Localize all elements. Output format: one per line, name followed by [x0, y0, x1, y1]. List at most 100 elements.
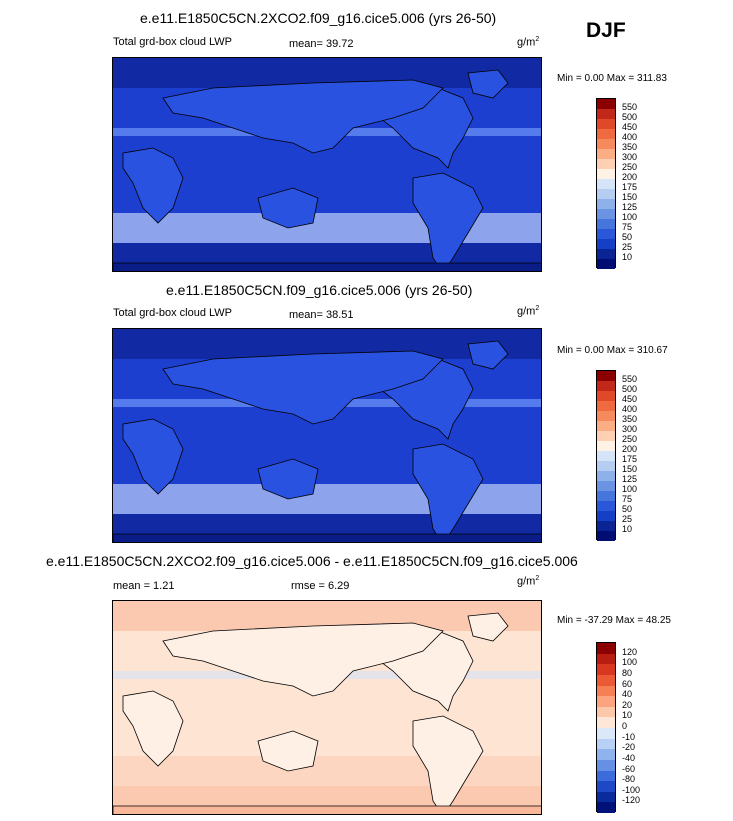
continent-outline: [467, 69, 509, 99]
panel-2-mean: mean= 38.51: [289, 309, 354, 321]
colorbar-tick-label: 150: [622, 464, 638, 474]
panel-3-title: e.e11.E1850C5CN.2XCO2.f09_g16.cice5.006 …: [46, 553, 578, 569]
colorbar-swatch: [597, 706, 615, 718]
panel-2-variable: Total grd-box cloud LWP: [113, 307, 233, 319]
colorbar-swatch: [597, 471, 615, 481]
colorbar-swatch: [597, 179, 615, 189]
panel-2-minmax: Min = 0.00 Max = 310.67: [557, 345, 668, 356]
colorbar-tick-label: 100: [622, 212, 638, 222]
panel-3-mean: mean = 1.21: [113, 580, 175, 592]
colorbar-tick-label: 125: [622, 474, 638, 484]
colorbar-swatch: [597, 401, 615, 411]
colorbar-swatch: [597, 411, 615, 421]
continent-outline: [257, 458, 319, 500]
panel-1-units: g/m2: [517, 36, 540, 49]
continent-outline: [162, 79, 444, 154]
colorbar-tick-label: 10: [622, 252, 633, 262]
colorbar-swatch: [597, 119, 615, 129]
colorbar-tick-label: 550: [622, 374, 638, 384]
continent-outline: [113, 533, 541, 542]
colorbar-swatch: [597, 791, 615, 803]
continent-outline: [122, 418, 184, 495]
colorbar-tick-label: -100: [622, 784, 641, 795]
colorbar-swatch: [597, 209, 615, 219]
panel-2-units: g/m2: [517, 305, 540, 318]
colorbar-swatch: [597, 531, 615, 541]
continent-outline: [412, 172, 484, 271]
colorbar-swatch: [597, 391, 615, 401]
colorbar-swatch: [597, 139, 615, 149]
colorbar-swatch: [597, 481, 615, 491]
continent-outline: [113, 805, 541, 814]
colorbar-swatch: [597, 169, 615, 179]
colorbar-swatch: [597, 521, 615, 531]
colorbar-tick-label: 200: [622, 444, 638, 454]
colorbar-tick-label: 400: [622, 132, 638, 142]
continent-outline: [257, 730, 319, 772]
colorbar-swatch: [597, 109, 615, 119]
colorbar-tick-label: 50: [622, 232, 633, 242]
colorbar-swatch: [597, 749, 615, 760]
colorbar-tick-label: 60: [622, 678, 633, 689]
colorbar-swatch: [597, 728, 615, 739]
panel-3-map: [112, 600, 542, 815]
colorbar-tick-label: 300: [622, 152, 638, 162]
panel-3-colorbar: [596, 642, 616, 813]
continent-outline: [162, 350, 444, 425]
panel-1-colorbar: [596, 98, 616, 269]
colorbar-tick-label: 250: [622, 162, 638, 172]
colorbar-swatch: [597, 781, 615, 792]
colorbar-swatch: [597, 802, 615, 813]
colorbar-tick-label: 75: [622, 222, 633, 232]
colorbar-tick-label: 350: [622, 414, 638, 424]
colorbar-tick-label: 100: [622, 657, 638, 668]
colorbar-tick-label: -60: [622, 763, 636, 774]
colorbar-tick-label: -120: [622, 795, 641, 806]
colorbar-tick-label: 350: [622, 142, 638, 152]
colorbar-tick-label: 20: [622, 699, 633, 710]
panel-1-variable: Total grd-box cloud LWP: [113, 36, 233, 48]
colorbar-swatch: [597, 491, 615, 501]
colorbar-swatch: [597, 189, 615, 199]
colorbar-swatch: [597, 381, 615, 391]
colorbar-swatch: [597, 451, 615, 461]
colorbar-tick-label: 125: [622, 202, 638, 212]
colorbar-swatch: [597, 249, 615, 259]
panel-1-mean: mean= 39.72: [289, 38, 354, 50]
colorbar-tick-label: 150: [622, 192, 638, 202]
colorbar-tick-label: 200: [622, 172, 638, 182]
colorbar-swatch: [597, 199, 615, 209]
colorbar-tick-label: 500: [622, 384, 638, 394]
colorbar-swatch: [597, 441, 615, 451]
colorbar-swatch: [597, 759, 615, 771]
colorbar-tick-label: 550: [622, 102, 638, 112]
colorbar-tick-label: 250: [622, 434, 638, 444]
colorbar-swatch: [597, 738, 615, 750]
continent-outline: [412, 443, 484, 542]
colorbar-tick-label: 50: [622, 504, 633, 514]
colorbar-tick-label: -80: [622, 774, 636, 785]
colorbar-swatch: [597, 129, 615, 139]
colorbar-swatch: [597, 674, 615, 686]
colorbar-swatch: [597, 431, 615, 441]
colorbar-swatch: [597, 239, 615, 249]
panel-1-map: [112, 57, 542, 272]
panel-3-minmax: Min = -37.29 Max = 48.25: [557, 615, 671, 626]
panel-1-colorbar-ticks: 550 500 450 400 350 300 250 200 175 150 125 100 75 50…: [622, 98, 662, 268]
colorbar-swatch: [597, 461, 615, 471]
colorbar-tick-label: 0: [622, 721, 628, 731]
colorbar-swatch: [597, 653, 615, 665]
panel-2-colorbar-ticks: 550 500 450 400 350 300 250 200 175 150 125 100 75 50…: [622, 370, 662, 540]
continent-outline: [113, 262, 541, 271]
colorbar-tick-label: 500: [622, 112, 638, 122]
continent-outline: [122, 147, 184, 224]
colorbar-tick-label: 100: [622, 484, 638, 494]
colorbar-swatch: [597, 511, 615, 521]
colorbar-tick-label: 10: [622, 710, 633, 721]
colorbar-tick-label: 300: [622, 424, 638, 434]
colorbar-swatch: [597, 696, 615, 707]
colorbar-tick-label: 25: [622, 514, 633, 524]
continent-outline: [257, 187, 319, 229]
colorbar-tick-label: -20: [622, 742, 636, 753]
colorbar-tick-label: 120: [622, 646, 638, 657]
